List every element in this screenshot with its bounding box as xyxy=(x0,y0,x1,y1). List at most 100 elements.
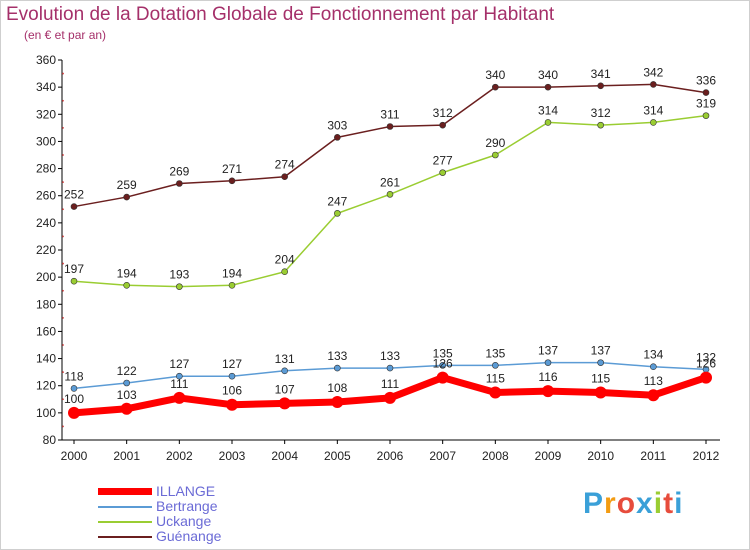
point-bertrange xyxy=(544,359,552,366)
x-tick-label: 2009 xyxy=(535,449,562,463)
point-uckange xyxy=(334,210,341,217)
data-label-uckange: 261 xyxy=(380,175,400,189)
point-guenange xyxy=(123,193,130,201)
data-label-bertrange: 134 xyxy=(643,348,663,362)
point-uckange xyxy=(650,119,657,126)
point-uckange xyxy=(176,283,183,290)
x-tick-label: 2003 xyxy=(219,449,246,463)
chart-legend: ILLANGE Bertrange Uckange Guénange xyxy=(98,484,221,544)
legend-label-bertrange: Bertrange xyxy=(156,498,218,514)
legend-swatch-bertrange xyxy=(98,505,152,508)
x-tick-label: 2000 xyxy=(61,449,88,463)
x-tick-label: 2012 xyxy=(693,449,720,463)
point-guenange xyxy=(386,123,394,130)
y-tick-label: 80 xyxy=(43,433,57,447)
data-label-guenange: 269 xyxy=(169,165,189,179)
y-minor-tick xyxy=(62,425,64,428)
point-guenange xyxy=(70,203,78,210)
x-tick-label: 2010 xyxy=(587,449,614,463)
y-tick-label: 180 xyxy=(36,297,56,311)
legend-label-illange: ILLANGE xyxy=(156,483,216,499)
data-label-uckange: 312 xyxy=(591,106,611,120)
data-label-uckange: 194 xyxy=(222,266,242,280)
y-tick-label: 100 xyxy=(36,406,56,420)
legend-item-uckange: Uckange xyxy=(98,514,221,529)
legend-label-guenange: Guénange xyxy=(156,528,222,544)
data-label-bertrange: 133 xyxy=(380,349,400,363)
legend-item-illange: ILLANGE xyxy=(98,484,221,499)
y-tick-label: 120 xyxy=(36,379,56,393)
y-minor-tick xyxy=(62,181,64,184)
logo-letter: i xyxy=(674,487,684,520)
point-illange xyxy=(278,397,291,410)
y-tick-label: 300 xyxy=(36,134,56,148)
point-illange xyxy=(489,386,502,399)
chart-subtitle: (en € et par an) xyxy=(24,28,107,42)
point-bertrange xyxy=(70,385,78,392)
data-label-bertrange: 132 xyxy=(696,350,716,364)
point-bertrange xyxy=(650,363,657,371)
data-label-guenange: 271 xyxy=(222,162,242,176)
point-bertrange xyxy=(492,362,499,369)
data-label-illange: 111 xyxy=(170,377,189,391)
point-uckange xyxy=(702,112,710,119)
x-tick-label: 2001 xyxy=(113,449,140,463)
data-label-illange: 111 xyxy=(381,377,400,391)
point-guenange xyxy=(334,134,341,141)
data-label-uckange: 314 xyxy=(643,103,663,117)
point-illange xyxy=(226,398,238,411)
y-minor-tick xyxy=(62,398,64,401)
data-label-guenange: 342 xyxy=(643,65,663,79)
point-guenange xyxy=(544,83,552,91)
x-tick-label: 2011 xyxy=(640,449,666,463)
data-label-illange: 113 xyxy=(644,374,663,388)
y-minor-tick xyxy=(62,208,64,211)
y-tick-label: 360 xyxy=(36,53,56,67)
point-illange xyxy=(647,389,660,402)
point-guenange xyxy=(281,173,288,181)
series-line-uckange xyxy=(73,114,707,288)
logo-letter: P xyxy=(583,487,605,520)
data-label-uckange: 290 xyxy=(485,136,505,150)
data-label-bertrange: 137 xyxy=(538,344,558,358)
data-label-bertrange: 137 xyxy=(591,344,611,358)
y-tick-label: 340 xyxy=(36,80,56,94)
data-label-uckange: 193 xyxy=(169,268,189,282)
logo-letter: t xyxy=(663,487,675,520)
y-minor-tick xyxy=(62,72,64,75)
data-label-illange: 107 xyxy=(275,382,295,396)
data-label-guenange: 252 xyxy=(64,188,84,202)
data-label-bertrange: 127 xyxy=(222,357,242,371)
y-tick-label: 160 xyxy=(36,324,56,338)
point-bertrange xyxy=(439,362,446,369)
point-guenange xyxy=(597,82,604,90)
data-label-illange: 100 xyxy=(64,392,84,406)
point-guenange xyxy=(492,83,499,91)
data-label-guenange: 274 xyxy=(275,158,295,172)
point-guenange xyxy=(439,121,446,129)
legend-item-guenange: Guénange xyxy=(98,529,221,544)
point-uckange xyxy=(597,121,604,129)
point-bertrange xyxy=(386,364,394,372)
y-tick-label: 320 xyxy=(36,107,56,121)
point-bertrange xyxy=(176,372,183,380)
data-label-guenange: 340 xyxy=(538,68,558,82)
data-label-bertrange: 122 xyxy=(117,364,137,378)
point-bertrange xyxy=(281,367,288,375)
x-tick-label: 2005 xyxy=(324,449,351,463)
point-bertrange xyxy=(334,364,341,372)
data-label-illange: 126 xyxy=(433,357,453,371)
data-label-guenange: 311 xyxy=(380,108,399,122)
chart-title: Evolution de la Dotation Globale de Fonc… xyxy=(6,4,555,25)
data-label-bertrange: 118 xyxy=(64,369,83,383)
data-label-uckange: 194 xyxy=(117,266,137,280)
data-label-illange: 103 xyxy=(117,388,137,402)
y-minor-tick xyxy=(62,289,64,292)
y-minor-tick xyxy=(62,154,64,156)
point-uckange xyxy=(228,281,236,289)
y-minor-tick xyxy=(62,235,64,238)
data-label-bertrange: 135 xyxy=(433,346,453,360)
point-uckange xyxy=(386,191,394,198)
data-label-guenange: 259 xyxy=(117,178,137,192)
